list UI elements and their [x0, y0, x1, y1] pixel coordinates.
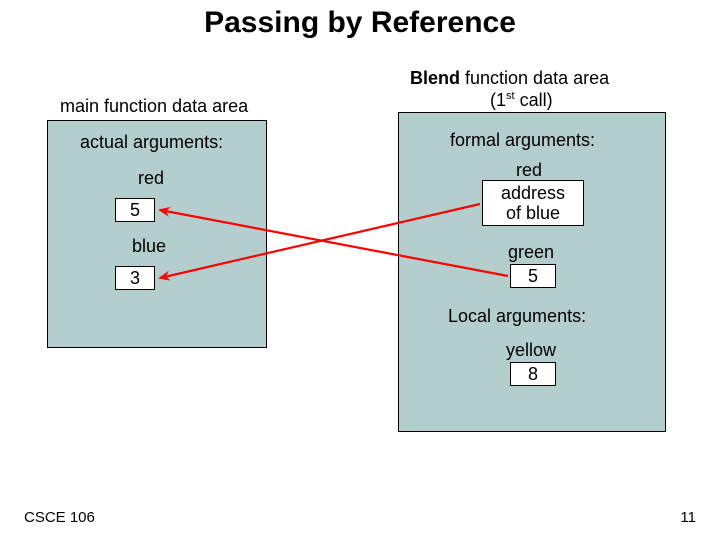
blend-area-subtitle: (1st call): [490, 90, 553, 111]
local-yellow-cell: 8: [510, 362, 556, 386]
var-blue-cell: 3: [115, 266, 155, 290]
actual-arguments-label: actual arguments:: [80, 132, 223, 153]
subtitle-post: call): [515, 90, 553, 110]
subtitle-pre: (1: [490, 90, 506, 110]
formal-arguments-label: formal arguments:: [450, 130, 595, 151]
local-arguments-label: Local arguments:: [448, 306, 586, 327]
param-red-label: red: [516, 160, 542, 181]
local-yellow-label: yellow: [506, 340, 556, 361]
param-green-label: green: [508, 242, 554, 263]
main-area-label: main function data area: [60, 96, 248, 117]
footer-page-number: 11: [680, 509, 696, 526]
main-area-box: [47, 120, 267, 348]
param-green-cell: 5: [510, 264, 556, 288]
param-red-cell: address of blue: [482, 180, 584, 226]
subtitle-sup: st: [506, 90, 515, 102]
page-title: Passing by Reference: [0, 0, 720, 40]
footer-course: CSCE 106: [24, 509, 95, 526]
var-blue-label: blue: [132, 236, 166, 257]
diagram-stage: main function data area actual arguments…: [0, 50, 720, 490]
var-red-label: red: [138, 168, 164, 189]
var-red-cell: 5: [115, 198, 155, 222]
blend-title-bold: Blend: [410, 68, 460, 88]
blend-title-rest: function data area: [460, 68, 609, 88]
blend-area-title: Blend function data area: [410, 68, 609, 89]
